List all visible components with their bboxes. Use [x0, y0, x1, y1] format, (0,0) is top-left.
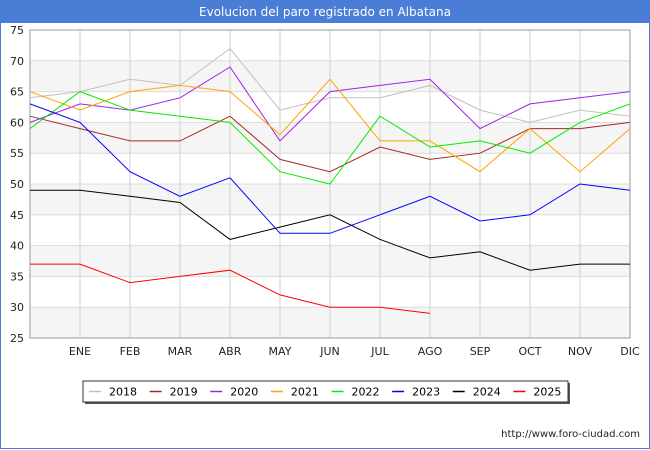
legend-label-2018: 2018 — [109, 386, 137, 399]
y-tick-label: 60 — [10, 116, 24, 129]
x-tick-label: DIC — [620, 345, 640, 358]
x-tick-label: SEP — [470, 345, 491, 358]
y-tick-label: 70 — [10, 55, 24, 68]
chart-title: Evolucion del paro registrado en Albatan… — [0, 0, 650, 23]
legend-label-2025: 2025 — [533, 386, 561, 399]
series-line-2024 — [30, 189, 630, 271]
x-tick-label: MAY — [269, 345, 292, 358]
x-tick-label: NOV — [568, 345, 593, 358]
y-tick-label: 30 — [10, 301, 24, 314]
legend-label-2023: 2023 — [412, 386, 440, 399]
series-line-2023 — [29, 103, 631, 234]
legend-label-2020: 2020 — [230, 386, 258, 399]
x-tick-label: ENE — [69, 345, 91, 358]
series-line-2021 — [29, 78, 631, 173]
series-line-2018 — [29, 47, 631, 123]
y-tick-label: 40 — [10, 240, 24, 253]
series-line-2025 — [30, 263, 431, 314]
x-tick-label: OCT — [518, 345, 541, 358]
y-tick-label: 50 — [10, 178, 24, 191]
y-tick-label: 75 — [10, 24, 24, 37]
x-tick-label: JUL — [370, 345, 389, 358]
legend-label-2024: 2024 — [473, 386, 501, 399]
plot-area-border — [29, 29, 631, 339]
x-tick-label: MAR — [168, 345, 193, 358]
y-tick-label: 25 — [10, 332, 24, 345]
x-tick-label: FEB — [120, 345, 141, 358]
y-tick-label: 65 — [10, 86, 24, 99]
x-tick-label: AGO — [418, 345, 443, 358]
y-tick-label: 45 — [10, 209, 24, 222]
x-tick-label: ABR — [219, 345, 242, 358]
legend-label-2022: 2022 — [352, 386, 380, 399]
x-tick-label: JUN — [319, 345, 340, 358]
legend-label-2021: 2021 — [291, 386, 319, 399]
legend-label-2019: 2019 — [170, 386, 198, 399]
legend-box — [82, 380, 569, 403]
y-tick-label: 55 — [10, 147, 24, 160]
series-line-2022 — [29, 91, 631, 185]
source-credit: http://www.foro-ciudad.com — [501, 429, 640, 440]
y-tick-label: 35 — [10, 270, 24, 283]
